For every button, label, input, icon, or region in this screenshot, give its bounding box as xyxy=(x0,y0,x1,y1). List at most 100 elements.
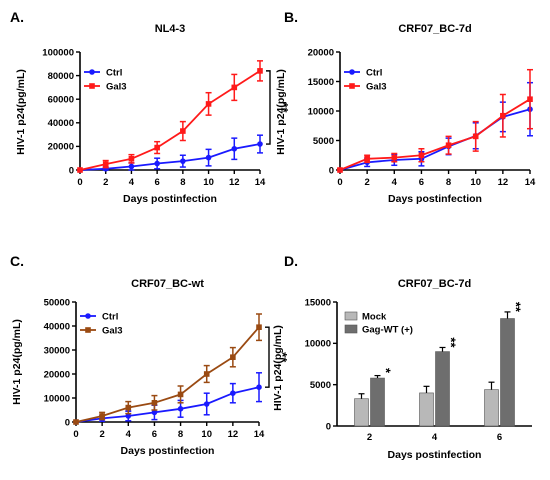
data-point xyxy=(125,404,132,411)
x-tick-label: 2 xyxy=(364,177,369,188)
x-tick-label: 12 xyxy=(229,177,240,188)
data-point xyxy=(391,154,398,161)
data-point xyxy=(256,324,262,330)
significance-mark: ** xyxy=(509,302,524,313)
x-tick-label: 10 xyxy=(203,177,214,188)
legend-marker xyxy=(89,69,95,75)
y-tick-label: 10000 xyxy=(308,106,334,117)
x-tick-label: 8 xyxy=(180,177,185,188)
y-axis-label: HIV-1 p24(pg/mL) xyxy=(272,325,284,411)
series-gal3 xyxy=(77,60,263,173)
x-tick-label: 14 xyxy=(254,429,265,440)
data-point xyxy=(445,142,452,149)
data-point xyxy=(337,167,343,173)
y-tick-label: 10000 xyxy=(44,393,70,404)
y-axis-label: HIV-1 p24(pg/mL) xyxy=(15,69,27,155)
legend-label: Ctrl xyxy=(366,67,382,78)
chart-panel-0: A. NL4-3 0 20000 40000 60000 80000 100000 Days p… xyxy=(10,9,291,205)
data-point xyxy=(205,101,212,107)
x-tick-label: 0 xyxy=(73,429,78,440)
y-tick-label: 40000 xyxy=(44,321,70,332)
x-tick-label: 4 xyxy=(129,177,135,188)
legend-marker xyxy=(89,83,95,89)
y-tick-label: 15000 xyxy=(305,297,331,308)
data-point xyxy=(125,413,132,419)
legend-swatch xyxy=(344,324,358,334)
legend-marker xyxy=(85,327,91,333)
data-point xyxy=(177,406,184,412)
data-point xyxy=(231,84,238,91)
y-axis-label: HIV-1 p24(pg/mL) xyxy=(11,319,23,405)
x-tick-label: 12 xyxy=(498,177,509,188)
legend-marker xyxy=(85,313,91,319)
x-tick-label: 10 xyxy=(201,429,212,440)
data-point xyxy=(102,161,109,167)
y-tick-label: 20000 xyxy=(48,142,74,153)
x-tick-label: 14 xyxy=(255,177,266,188)
series-line xyxy=(75,326,260,423)
x-tick-label: 2 xyxy=(99,429,104,440)
y-tick-label: 20000 xyxy=(308,47,334,58)
data-point xyxy=(154,144,160,151)
data-point xyxy=(418,152,425,159)
x-tick-label: 12 xyxy=(228,429,239,440)
y-tick-label: 5000 xyxy=(313,136,334,147)
legend-label: Gal3 xyxy=(106,81,127,92)
data-point xyxy=(128,155,135,162)
bar-mock xyxy=(419,392,434,427)
x-axis-label: Days postinfection xyxy=(121,445,215,457)
data-point xyxy=(151,409,158,416)
legend-label: Mock xyxy=(362,311,387,322)
data-point xyxy=(180,158,186,164)
x-axis-label: Days postinfection xyxy=(388,193,482,205)
data-point xyxy=(128,163,135,170)
legend-label: Gal3 xyxy=(366,81,387,92)
series-line xyxy=(79,143,261,171)
significance-mark: * xyxy=(379,368,394,374)
data-point xyxy=(257,141,263,147)
panel-label: B. xyxy=(284,9,298,25)
significance-mark: ** xyxy=(444,337,459,348)
legend-marker xyxy=(349,83,355,89)
x-tick-label: 8 xyxy=(178,429,183,440)
y-tick-label: 30000 xyxy=(44,345,70,356)
y-tick-label: 5000 xyxy=(310,380,331,391)
chart-title: CRF07_BC-7d xyxy=(398,23,471,35)
chart-panel-2: C. CRF07_BC-wt 0 10000 20000 30000 40000 50000 D… xyxy=(10,253,290,457)
data-point xyxy=(256,384,262,391)
y-tick-label: 10000 xyxy=(305,339,331,350)
data-point xyxy=(154,160,160,167)
x-tick-label: 4 xyxy=(392,177,398,188)
x-tick-label: 6 xyxy=(152,429,157,440)
data-point xyxy=(364,155,370,162)
chart-panel-1: B. CRF07_BC-7d 0 5000 10000 15000 20000 Days po… xyxy=(275,9,536,205)
legend-marker xyxy=(349,69,355,75)
y-tick-label: 20000 xyxy=(44,369,70,380)
series-gal3 xyxy=(337,68,533,173)
legend-label: Gal3 xyxy=(102,325,123,336)
significance-mark: ** xyxy=(276,102,291,113)
x-tick-label: 4 xyxy=(126,429,132,440)
series-line xyxy=(339,98,531,171)
x-axis-label: Days postinfection xyxy=(388,449,482,461)
y-tick-label: 0 xyxy=(326,421,331,432)
data-point xyxy=(205,154,212,161)
x-tick-label: 2 xyxy=(103,177,108,188)
bar-mock xyxy=(354,398,369,427)
bar-gag-wt- xyxy=(370,377,385,427)
x-tick-label: 6 xyxy=(154,177,159,188)
significance-mark: ** xyxy=(275,352,290,363)
legend-label: Ctrl xyxy=(106,67,122,78)
y-tick-label: 80000 xyxy=(48,71,74,82)
x-tick-label: 6 xyxy=(497,432,502,443)
chart-title: CRF07_BC-7d xyxy=(398,278,471,290)
chart-title: CRF07_BC-wt xyxy=(131,278,204,290)
data-point xyxy=(180,128,186,134)
chart-title: NL4-3 xyxy=(155,23,186,35)
y-tick-label: 100000 xyxy=(42,47,74,58)
significance-bracket xyxy=(266,70,271,145)
panel-label: C. xyxy=(10,253,24,269)
y-axis-label: HIV-1 p24(pg/mL) xyxy=(275,69,287,155)
chart-panel-3: D. CRF07_BC-7d 0 5000 10000 15000 Days postinf… xyxy=(272,253,532,461)
